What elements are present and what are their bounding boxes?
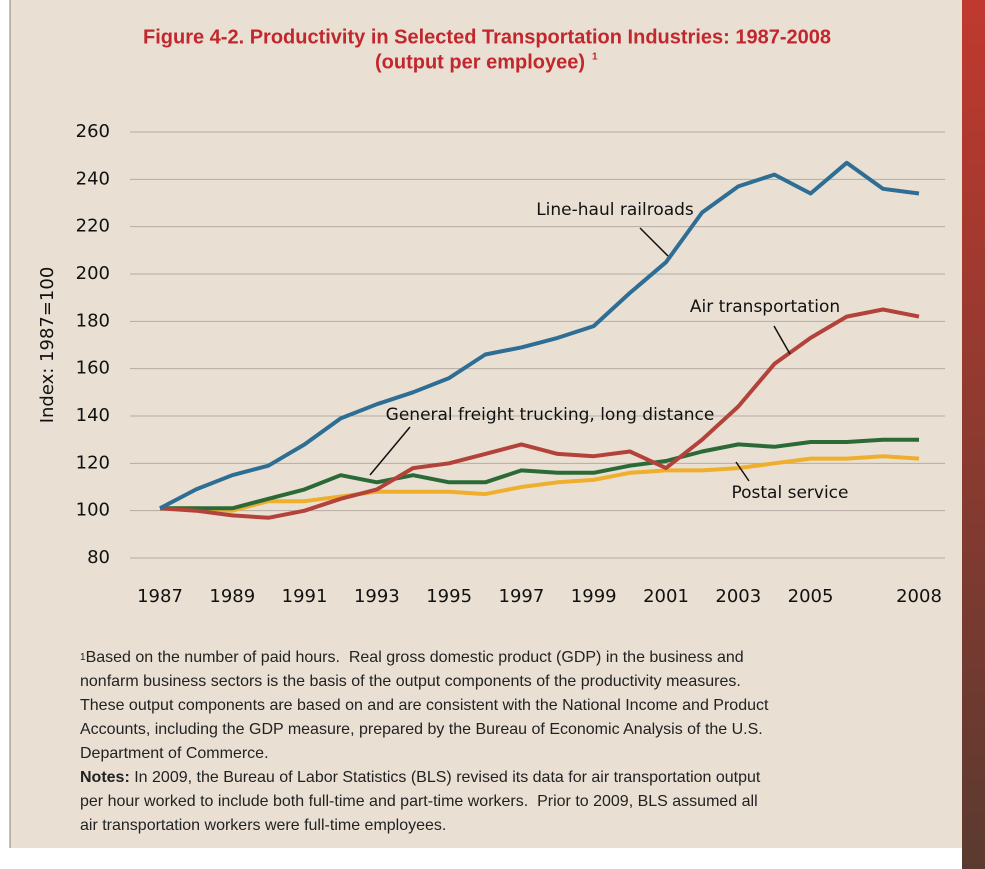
footnote-text: These output components are based on and…: [80, 697, 769, 714]
note-line: Accounts, including the GDP measure, pre…: [80, 718, 940, 742]
note-line: nonfarm business sectors is the basis of…: [80, 670, 940, 694]
y-tick-label: 260: [76, 121, 110, 142]
footnote-text: nonfarm business sectors is the basis of…: [80, 673, 741, 690]
leader-line: [735, 461, 750, 482]
annotations: Line-haul railroads Air transportation Gen…: [369, 200, 849, 503]
y-tick-label: 200: [76, 263, 110, 284]
panel: [10, 0, 962, 848]
y-tick-label: 80: [87, 547, 110, 568]
x-tick-label: 2001: [643, 586, 689, 607]
series-label: Line-haul railroads: [536, 200, 694, 220]
x-tick-label: 1995: [426, 586, 472, 607]
grid: 80 100 120 140 160 180 200 220 240 260 1987 1989 199…: [76, 121, 945, 607]
note-line: 1Based on the number of paid hours. Real…: [80, 646, 940, 670]
x-tick-label: 1987: [137, 586, 183, 607]
y-tick-label: 100: [76, 500, 110, 521]
side-bar: [962, 0, 985, 869]
series-line: [159, 160, 920, 511]
y-tick-label: 220: [76, 216, 110, 237]
x-tick-label: 1999: [571, 586, 617, 607]
footnote-mark: 1: [80, 652, 86, 663]
footnote-text: Department of Commerce.: [80, 745, 269, 762]
y-tick-label: 240: [76, 168, 110, 189]
chart-title: Figure 4-2. Productivity in Selected Tra…: [143, 26, 831, 48]
series-label: Air transportation: [690, 297, 840, 317]
series-label: Postal service: [731, 483, 848, 503]
footnotes: 1Based on the number of paid hours. Real…: [80, 646, 940, 838]
note-line: per hour worked to include both full-tim…: [80, 790, 940, 814]
series-line: [160, 454, 920, 513]
note-line: Department of Commerce.: [80, 742, 940, 766]
x-tick-label: 1991: [282, 586, 328, 607]
notes-label: Notes:: [80, 769, 130, 786]
x-tick-label: 1997: [499, 586, 545, 607]
note-line: Notes: In 2009, the Bureau of Labor Stat…: [80, 766, 940, 790]
leader-line: [773, 325, 791, 355]
x-tick-label: 1993: [354, 586, 400, 607]
y-axis-label: Index: 1987=100: [37, 267, 58, 424]
x-tick-label: 1989: [209, 586, 255, 607]
note-line: air transportation workers were full-tim…: [80, 814, 940, 838]
y-tick-label: 160: [76, 358, 110, 379]
notes-text: In 2009, the Bureau of Labor Statistics …: [129, 769, 761, 786]
notes-text: air transportation workers were full-tim…: [80, 817, 447, 834]
x-tick-label: 2008: [896, 586, 942, 607]
footnote-text: Based on the number of paid hours. Real …: [85, 649, 744, 666]
leader-line: [639, 227, 669, 257]
y-tick-label: 140: [76, 405, 110, 426]
y-tick-label: 120: [76, 452, 110, 473]
note-line: These output components are based on and…: [80, 694, 940, 718]
lines: [159, 160, 920, 520]
x-tick-label: 2003: [715, 586, 761, 607]
footnote-text: Accounts, including the GDP measure, pre…: [80, 721, 763, 738]
y-tick-label: 180: [76, 310, 110, 331]
leader-line: [369, 426, 411, 476]
chart-subtitle: (output per employee): [375, 51, 585, 73]
series-label: General freight trucking, long distance: [386, 405, 715, 425]
x-tick-label: 2005: [788, 586, 834, 607]
notes-text: per hour worked to include both full-tim…: [80, 793, 758, 810]
series-line: [159, 307, 920, 520]
footnote-mark: 1: [592, 52, 598, 63]
series-line: [160, 437, 919, 511]
